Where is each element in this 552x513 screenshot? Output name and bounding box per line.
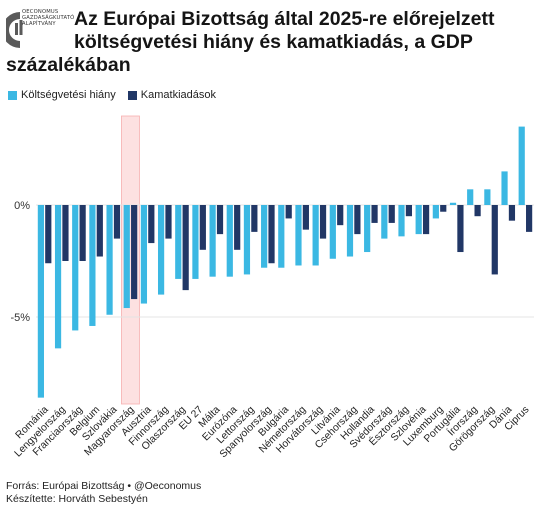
chart-title: Az Európai Bizottság által 2025-re előre… — [6, 8, 526, 77]
legend-label-interest: Kamatkiadások — [140, 89, 216, 101]
title-line-2: költségvetési hiány és kamatkiadás, a GD… — [74, 31, 473, 53]
bar-deficit — [312, 205, 319, 266]
footer-source: Forrás: Európai Bizottság • @Oeconomus — [6, 480, 202, 492]
bar-interest — [79, 205, 86, 261]
y-tick-label: -5% — [10, 312, 30, 324]
bar-interest — [319, 205, 327, 239]
bar-interest — [148, 205, 155, 244]
bar-interest — [388, 205, 395, 223]
bar-deficit — [175, 205, 182, 279]
bar-interest — [354, 205, 361, 235]
bar-interest — [199, 205, 206, 250]
legend-swatch-deficit — [8, 90, 17, 100]
bar-deficit — [89, 205, 96, 326]
bar-deficit — [54, 205, 62, 349]
bar-deficit — [192, 205, 199, 279]
bar-deficit — [432, 205, 439, 219]
bar-deficit — [295, 205, 302, 266]
bar-deficit — [157, 205, 165, 295]
bar-deficit — [346, 205, 354, 257]
bar-deficit — [243, 205, 251, 275]
logo-line: OECONOMUS — [22, 9, 59, 15]
bar-interest — [165, 205, 172, 239]
bar-interest — [113, 205, 121, 239]
bar-interest — [268, 205, 275, 264]
bar-interest — [508, 205, 516, 221]
bar-deficit — [329, 205, 336, 259]
bar-interest — [96, 205, 103, 257]
legend-swatch-interest — [127, 90, 137, 100]
bar-deficit — [398, 205, 405, 237]
bar-deficit — [123, 205, 130, 309]
bar-interest — [491, 205, 498, 275]
bar-interest — [422, 205, 430, 235]
bar-deficit — [484, 189, 491, 205]
logo-mark — [6, 12, 20, 48]
bar-deficit — [140, 205, 148, 304]
bar-interest — [62, 205, 69, 261]
legend-label-deficit: Költségvetési hiány — [21, 89, 116, 101]
bar-deficit — [37, 205, 44, 398]
highlight-band — [121, 115, 140, 405]
legend-item-deficit: Költségvetési hiány — [8, 89, 116, 101]
bar-interest — [337, 205, 344, 226]
logo-line: GAZDASÁGKUTATÓ — [22, 15, 75, 22]
bar-interest — [440, 205, 447, 212]
bar-deficit — [415, 205, 422, 235]
bar-interest — [526, 205, 533, 232]
bar-deficit — [518, 126, 525, 205]
bar-interest — [371, 205, 378, 223]
bar-deficit — [501, 171, 508, 205]
logo-icon — [6, 12, 23, 48]
bar-deficit — [209, 205, 216, 277]
bar-deficit — [261, 205, 268, 268]
bar-deficit — [381, 205, 388, 239]
bar-deficit — [278, 205, 285, 268]
y-tick-label: 0% — [14, 200, 30, 212]
bar-interest — [474, 205, 481, 217]
bar-deficit — [449, 202, 457, 205]
title-line-1: Az Európai Bizottság által 2025-re előre… — [74, 8, 495, 30]
bar-interest — [405, 205, 413, 217]
bar-deficit — [226, 205, 233, 277]
bar-deficit — [72, 205, 79, 331]
legend-item-interest: Kamatkiadások — [127, 89, 216, 101]
footer: Forrás: Európai Bizottság • @Oeconomus K… — [6, 480, 201, 506]
logo-line: ALAPÍTVÁNY — [22, 21, 56, 28]
bar-interest — [251, 205, 258, 232]
bar-interest — [182, 205, 189, 291]
footer-author: Készítette: Horváth Sebestyén — [6, 493, 148, 505]
bar-deficit — [467, 189, 474, 205]
bar-deficit — [364, 205, 371, 253]
bar-interest — [457, 205, 464, 253]
logo-text: OECONOMUS GAZDASÁGKUTATÓ ALAPÍTVÁNY — [22, 9, 74, 28]
bar-interest — [302, 205, 309, 230]
legend: Költségvetési hiány Kamatkiadások — [8, 89, 228, 101]
bar-interest — [131, 205, 138, 300]
bar-interest — [234, 205, 241, 250]
bar-deficit — [106, 205, 113, 315]
title-line-3: százalékában — [6, 54, 131, 76]
bar-interest — [216, 205, 224, 235]
bar-interest — [45, 205, 52, 264]
bar-interest — [285, 205, 292, 219]
